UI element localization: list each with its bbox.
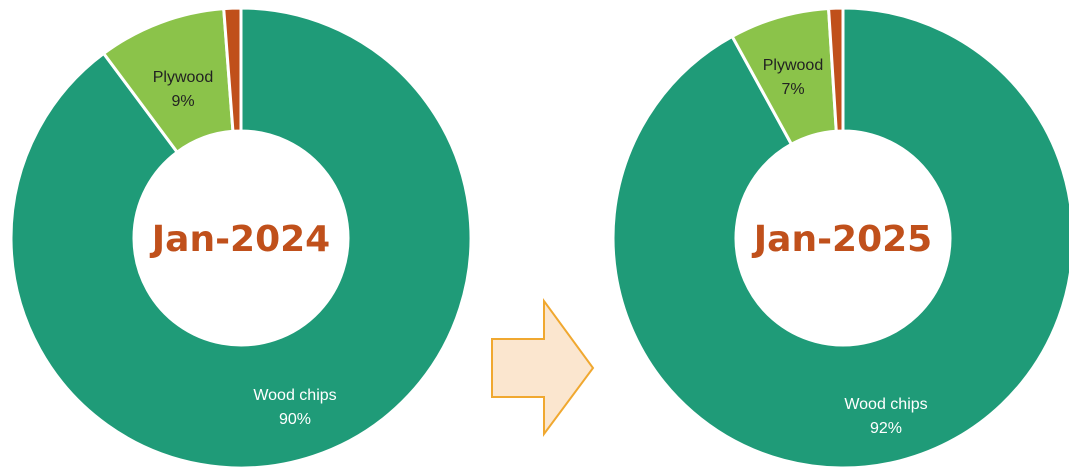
slice-label: Plywood: [763, 57, 823, 74]
donut-slice-other: [827, 6, 845, 133]
donut-slice-wood-chips: [611, 6, 1069, 468]
chart-center-title: Jan-2024: [149, 219, 330, 260]
donut-chart-jan-2025: Jan-2025 Wood chips 92% Plywood 7%: [611, 6, 1069, 468]
right-arrow-icon: [491, 297, 595, 438]
donut-slice-other: [222, 6, 243, 133]
slice-percent-label: 90%: [279, 411, 311, 428]
slice-label: Plywood: [153, 69, 213, 86]
donut-chart-jan-2024: Jan-2024 Wood chips 90% Plywood 9%: [9, 6, 473, 468]
donut-slice-wood-chips: [9, 6, 473, 468]
slice-percent-label: 9%: [171, 93, 194, 110]
slice-label: Wood chips: [844, 396, 927, 413]
slice-percent-label: 7%: [781, 81, 804, 98]
slice-percent-label: 92%: [870, 420, 902, 437]
chart-center-title: Jan-2025: [751, 219, 932, 260]
slice-label: Wood chips: [253, 387, 336, 404]
